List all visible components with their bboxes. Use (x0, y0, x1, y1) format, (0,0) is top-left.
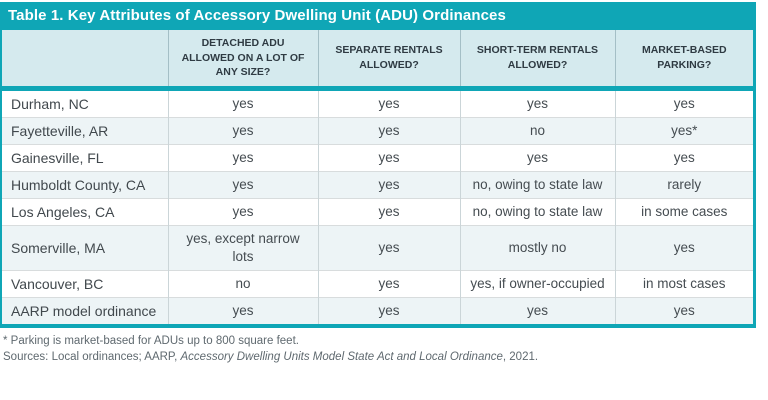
table-cell: yes (317, 171, 460, 199)
table-cell: yes (167, 297, 318, 325)
table-body: Durham, NC yes yes yes yes Fayetteville, AR ye… (2, 88, 753, 325)
table-cell: no, owing to state law (459, 171, 615, 199)
table-cell: yes* (614, 117, 753, 145)
column-header-separate-rentals: SEPARATE RENTALS ALLOWED? (317, 30, 460, 92)
table-cell: yes (614, 297, 753, 325)
table-title-bar: Table 1. Key Attributes of Accessory Dwe… (0, 2, 756, 30)
row-label-cell: Vancouver, BC (2, 270, 168, 298)
table-cell: yes (614, 225, 753, 271)
row-label-cell: AARP model ordinance (2, 297, 168, 325)
table-cell: yes (459, 88, 615, 118)
row-label-cell: Durham, NC (11, 96, 89, 113)
table-cell: yes (317, 198, 460, 226)
table-cell: yes (317, 270, 460, 298)
table-cell: yes (317, 117, 460, 145)
table-cell: in most cases (614, 270, 753, 298)
row-label-cell: Humboldt County, CA (2, 171, 168, 199)
table-cell: yes (167, 144, 318, 172)
table-row: Vancouver, BC no yes yes, if owner-occupied… (2, 270, 753, 298)
footnotes: * Parking is market-based for ADUs up to… (0, 333, 756, 365)
row-label-cell: Fayetteville, AR (2, 117, 168, 145)
column-header-jurisdiction (2, 30, 168, 92)
adu-ordinances-figure: Table 1. Key Attributes of Accessory Dwe… (0, 2, 756, 365)
table-cell: yes (167, 198, 318, 226)
table-row: Los Angeles, CA yes yes no, owing to state … (2, 198, 753, 226)
table-cell: yes (459, 297, 615, 325)
table-cell: yes (167, 117, 318, 145)
row-label-cell: Los Angeles, CA (2, 198, 168, 226)
table-cell: no (167, 270, 318, 298)
footnote-sources: Sources: Local ordinances; AARP, Accesso… (3, 349, 756, 365)
table-row: Fayetteville, AR yes yes no yes* (2, 117, 753, 145)
table-row: Humboldt County, CA yes yes no, owing to st… (2, 171, 753, 199)
table-cell: yes (459, 144, 615, 172)
column-header-detached-adu: DETACHED ADU ALLOWED ON A LOT OF ANY SIZ… (167, 30, 318, 92)
sources-suffix: , 2021. (502, 351, 539, 364)
sources-prefix: Sources: Local ordinances; AARP, (3, 351, 181, 364)
table-cell: yes (317, 297, 460, 325)
row-label-cell: Gainesville, FL (2, 144, 168, 172)
table-cell: yes, except narrow lots (167, 225, 318, 271)
table-row: Somerville, MA yes, except narrow lots yes… (2, 225, 753, 271)
column-header-market-based-parking: MARKET-BASED PARKING? (614, 30, 753, 92)
table-cell: rarely (614, 171, 753, 199)
table-cell: yes (317, 225, 460, 271)
table-cell: in some cases (614, 198, 753, 226)
table-cell: yes (614, 144, 753, 172)
table-title: Table 1. Key Attributes of Accessory Dwe… (8, 7, 506, 24)
row-label-cell: Somerville, MA (2, 225, 168, 271)
table-row: AARP model ordinance yes yes yes yes (2, 297, 753, 325)
table-row: Gainesville, FL yes yes yes yes (2, 144, 753, 172)
table-cell: no, owing to state law (459, 198, 615, 226)
adu-ordinances-table: DETACHED ADU ALLOWED ON A LOT OF ANY SIZ… (2, 30, 753, 325)
header-row: DETACHED ADU ALLOWED ON A LOT OF ANY SIZ… (2, 30, 753, 92)
column-header-short-term-rentals: SHORT-TERM RENTALS ALLOWED? (459, 30, 615, 92)
table-wrapper: DETACHED ADU ALLOWED ON A LOT OF ANY SIZ… (0, 30, 756, 329)
table-cell: yes, if owner-occupied (459, 270, 615, 298)
source-title-italic: Accessory Dwelling Units Model State Act… (180, 351, 503, 364)
table-cell: yes (317, 144, 460, 172)
table-cell: yes (614, 88, 753, 118)
table-cell: mostly no (459, 225, 615, 271)
table-cell: yes (317, 88, 460, 118)
table-cell: yes (167, 171, 318, 199)
table-cell: no (459, 117, 615, 145)
footnote-asterisk: * Parking is market-based for ADUs up to… (3, 335, 299, 348)
table-row: Durham, NC yes yes yes yes (2, 88, 753, 118)
table-cell: yes (167, 88, 318, 118)
